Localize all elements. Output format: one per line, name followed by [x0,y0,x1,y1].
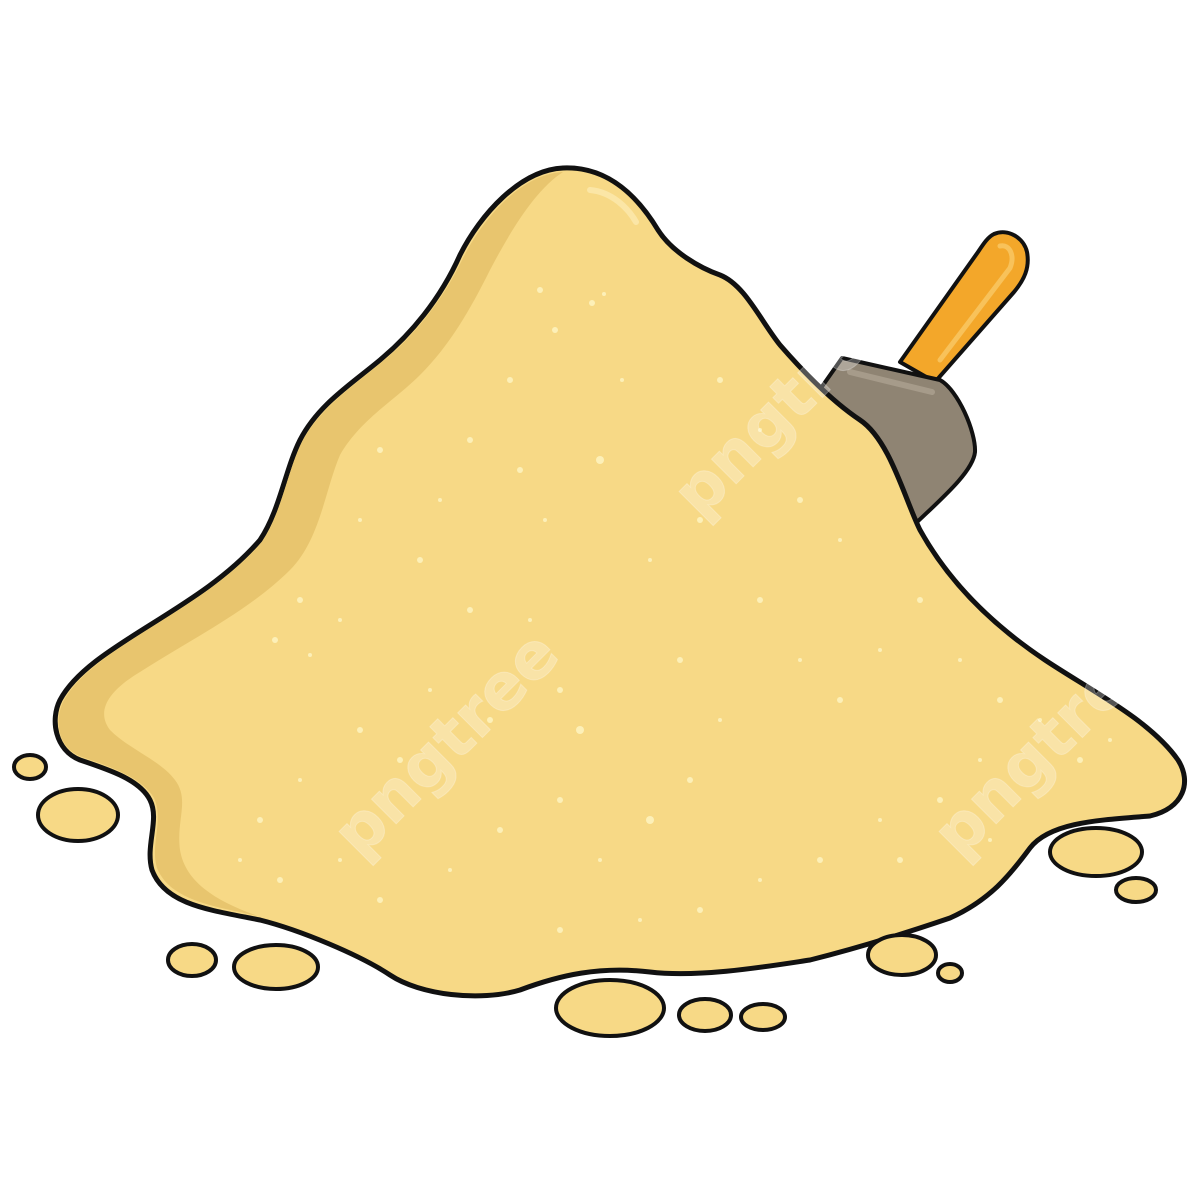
sand-clump [677,997,733,1033]
shovel [812,230,1030,527]
sand-clump [1048,826,1144,878]
sand-clump [554,978,666,1038]
sand-clumps [12,753,1158,1038]
sand-clump [36,787,120,843]
sand-clump [12,753,48,781]
sand-speckles [238,287,1112,933]
sand-pile-body [52,165,1188,999]
sand-clump [1114,876,1158,904]
shovel-handle [898,230,1030,384]
sand-pile [52,165,1188,999]
sand-pile-highlight [587,187,639,225]
shovel-blade [812,356,978,527]
sand-clump [936,962,964,984]
sand-clump [232,943,320,991]
sand-clump [739,1002,787,1032]
sand-clump [866,933,938,977]
sand-clump [166,942,218,978]
